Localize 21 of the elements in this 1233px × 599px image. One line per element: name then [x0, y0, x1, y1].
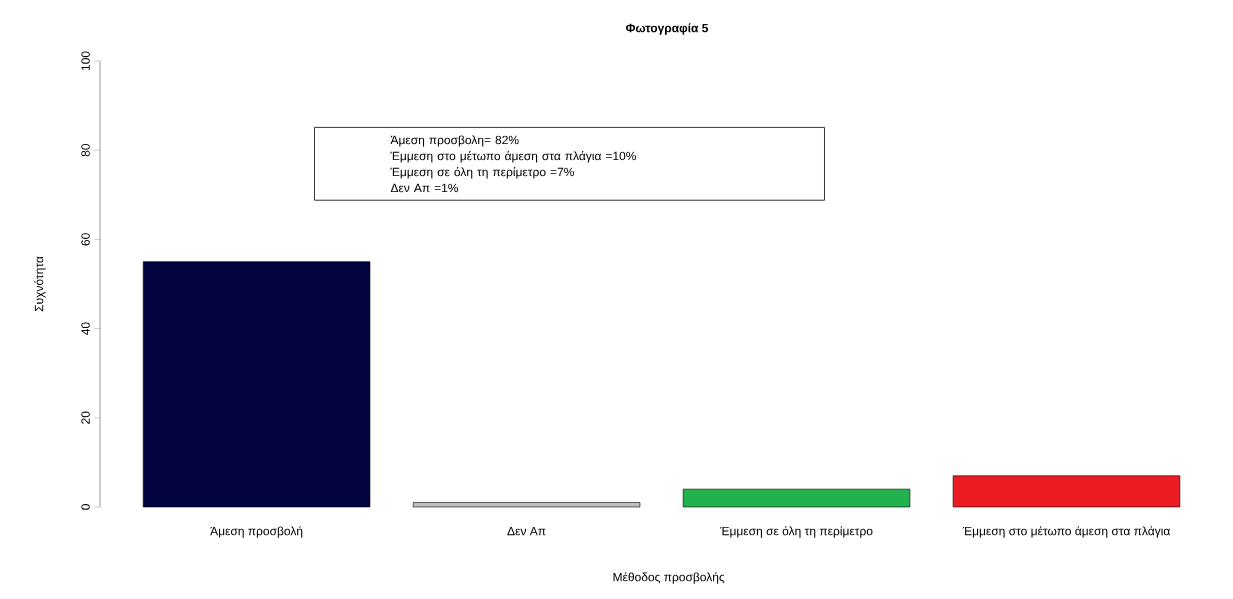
annotation: Έμμεση στο μέτωπο άμεση στα πλάγια =10% [390, 151, 637, 163]
bar [412, 502, 641, 508]
annotation: Έμμεση σε όλη τη περίμετρο =7% [390, 167, 574, 179]
x-tick-label: Δεν Απ [507, 526, 546, 536]
annotation: Δεν Απ =1% [390, 183, 459, 193]
y-tick-label: 60 [81, 233, 90, 246]
chart-title: Φωτογραφία 5 [626, 23, 709, 35]
x-tick-label: Έμμεση στο μέτωπο άμεση στα πλάγια [962, 526, 1170, 538]
y-tick-label: 0 [81, 504, 90, 510]
x-tick-label: Έμμεση σε όλη τη περίμετρο [720, 526, 873, 538]
y-axis-title: Συχνότητα [34, 256, 46, 312]
y-tick-label: 40 [81, 322, 90, 335]
x-axis-title: Μέθοδος προσβολής [613, 572, 725, 584]
x-tick-label: Άμεση προσβολή [210, 526, 303, 538]
y-tick-label: 20 [81, 411, 90, 424]
bar [682, 488, 911, 508]
annotation: Άμεση προσβολη= 82% [390, 135, 519, 147]
bar [142, 261, 371, 508]
bar [952, 475, 1181, 508]
y-tick-label: 100 [81, 51, 90, 71]
y-tick-label: 80 [81, 143, 90, 157]
